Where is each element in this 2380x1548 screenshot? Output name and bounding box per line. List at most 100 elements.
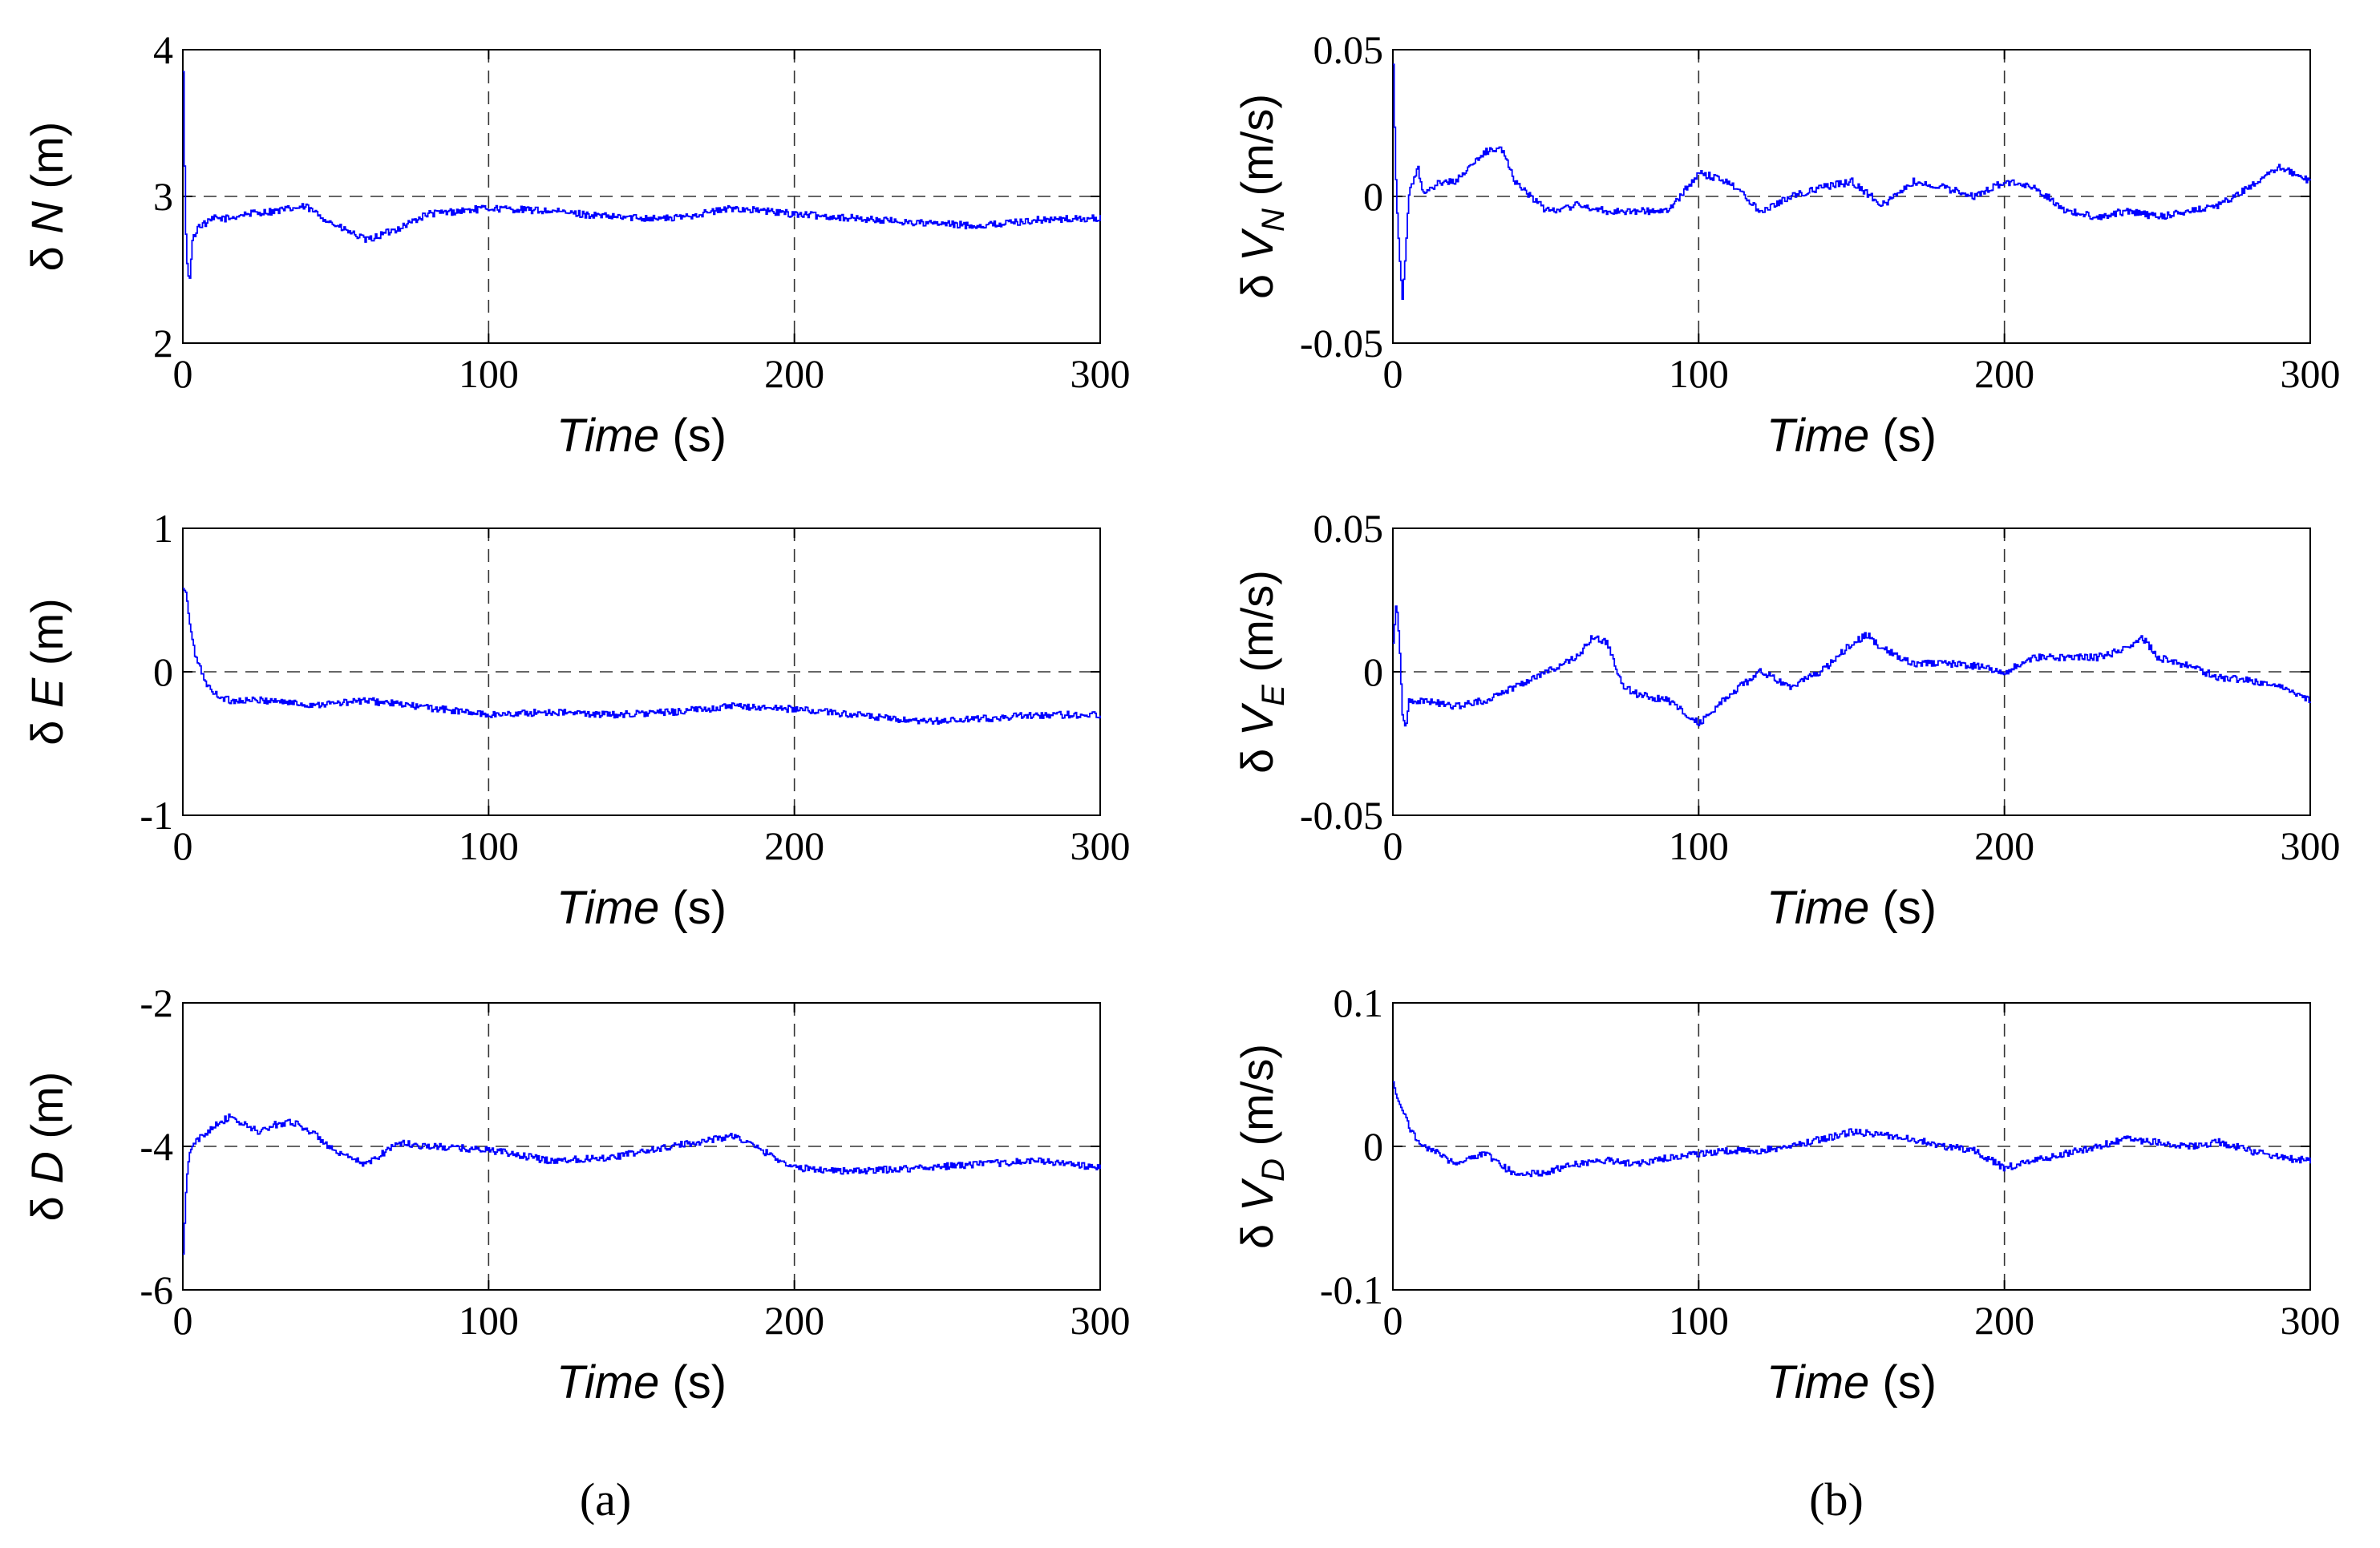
chart-3-xtick-label-3: 300 [1071,1298,1131,1343]
caption-b: (b) [1809,1473,1864,1526]
chart-2-xtick-label-3: 300 [1071,823,1131,868]
chart-2-xlabel: Time (s) [557,882,727,934]
chart-4-series-line [1393,63,2311,300]
chart-6-xlabel-italic: Time [1767,1356,1869,1409]
chart-5-ytick-label-0: -0.05 [1300,793,1383,838]
chart-2-ylabel-unit: (m) [22,598,72,678]
chart-1-xtick-label-2: 200 [764,351,824,396]
chart-4-ylabel-symbol: V [1232,228,1282,261]
chart-3-ylabel-symbol: D [22,1151,72,1183]
chart-3-ylabel-prefix: δ [22,1184,72,1222]
chart-5-xlabel-italic: Time [1767,882,1869,934]
chart-5-xtick-label-2: 200 [1974,823,2034,868]
chart-5-xlabel-unit: (s) [1869,882,1937,934]
chart-5-ytick-label-1: 0 [1363,649,1383,694]
chart-6-ylabel: δ VD (m/s) [1232,1044,1291,1249]
chart-3-ylabel: δ D (m) [22,1072,72,1222]
chart-1-xlabel-italic: Time [557,410,659,462]
chart-2-xtick-label-0: 0 [173,823,193,868]
chart-3-xtick-label-2: 200 [764,1298,824,1343]
chart-6-xtick-label-0: 0 [1383,1298,1403,1343]
chart-6-ytick-label-1: 0 [1363,1124,1383,1169]
chart-6-xlabel-unit: (s) [1869,1356,1937,1409]
chart-5-xtick-label-3: 300 [2281,823,2341,868]
chart-2-xlabel-italic: Time [557,882,659,934]
chart-2-ytick-label-0: -1 [140,793,173,838]
chart-6-ytick-label-0: -0.1 [1320,1267,1383,1312]
chart-4-ytick-label-2: 0.05 [1313,27,1384,72]
caption-a: (a) [580,1473,631,1526]
chart-1-xtick-label-0: 0 [173,351,193,396]
chart-1-ylabel: δ N (m) [22,122,72,272]
chart-2-series-line [183,588,1101,725]
chart-4-xtick-label-1: 100 [1669,351,1729,396]
chart-1-ytick-label-0: 2 [153,321,173,366]
chart-1: 0 100 200 300 2 3 4 Time (s) δ N (m) [22,27,1131,462]
chart-6-series-line [1393,1081,2311,1178]
chart-1-ylabel-symbol: N [22,201,72,234]
chart-2-ylabel: δ E (m) [22,598,72,746]
chart-4-ylabel-prefix: δ [1232,261,1282,299]
chart-3-xlabel-unit: (s) [659,1356,727,1409]
chart-1-xtick-label-1: 100 [459,351,519,396]
chart-4-xlabel: Time (s) [1767,410,1937,462]
chart-2-ytick-label-1: 0 [153,649,173,694]
chart-5-ylabel-symbol: V [1232,702,1282,736]
chart-2-xtick-label-2: 200 [764,823,824,868]
chart-5-ylabel-sub: E [1256,684,1291,706]
chart-4-ylabel-unit: (m/s) [1232,94,1282,208]
chart-2-xlabel-unit: (s) [659,882,727,934]
chart-1-ytick-label-2: 4 [153,27,173,72]
chart-6-xtick-label-1: 100 [1669,1298,1729,1343]
chart-4-ylabel: δ VN (m/s) [1232,94,1291,299]
chart-6-xlabel: Time (s) [1767,1356,1937,1409]
chart-4-xlabel-italic: Time [1767,410,1869,462]
chart-1-series-line [183,71,1101,279]
chart-3-ytick-label-2: -2 [140,980,173,1025]
chart-4-xtick-label-3: 300 [2281,351,2341,396]
chart-5-xtick-label-1: 100 [1669,823,1729,868]
chart-3-ylabel-unit: (m) [22,1072,72,1152]
chart-6-ylabel-symbol: V [1232,1178,1282,1211]
chart-6-ylabel-unit: (m/s) [1232,1044,1282,1158]
chart-3-xlabel-italic: Time [557,1356,659,1409]
chart-1-xlabel: Time (s) [557,410,727,462]
chart-3-series-line [183,1114,1101,1255]
chart-4-ytick-label-1: 0 [1363,174,1383,219]
chart-4-ylabel-sub: N [1256,208,1291,232]
chart-2-xtick-label-1: 100 [459,823,519,868]
chart-5-ylabel: δ VE (m/s) [1232,570,1291,774]
chart-5-ylabel-prefix: δ [1232,736,1282,774]
chart-6-ytick-label-2: 0.1 [1334,980,1384,1025]
chart-6-ylabel-prefix: δ [1232,1211,1282,1249]
chart-3-ytick-label-0: -6 [140,1267,173,1312]
chart-3-xtick-label-0: 0 [173,1298,193,1343]
chart-3-xtick-label-1: 100 [459,1298,519,1343]
chart-5-ytick-label-2: 0.05 [1313,506,1384,551]
chart-1-ylabel-prefix: δ [22,234,72,272]
chart-4-xlabel-unit: (s) [1869,410,1937,462]
chart-2-ylabel-prefix: δ [22,708,72,746]
chart-1-ylabel-unit: (m) [22,122,72,202]
chart-5-xtick-label-0: 0 [1383,823,1403,868]
chart-1-ytick-label-1: 3 [153,174,173,219]
chart-2-ytick-label-2: 1 [153,506,173,551]
chart-3-ytick-label-1: -4 [140,1124,173,1169]
chart-5-series-line [1393,605,2311,727]
chart-1-xtick-label-3: 300 [1071,351,1131,396]
chart-3-xlabel: Time (s) [557,1356,727,1409]
chart-1-xlabel-unit: (s) [659,410,727,462]
chart-3: 0 100 200 300 -6 -4 -2 Time (s) δ D (m) [22,980,1131,1409]
chart-2-ylabel-symbol: E [22,677,72,708]
chart-6-xtick-label-3: 300 [2281,1298,2341,1343]
chart-5-ylabel-unit: (m/s) [1232,570,1282,685]
chart-4-xtick-label-2: 200 [1974,351,2034,396]
chart-5-xlabel: Time (s) [1767,882,1937,934]
chart-6-xtick-label-2: 200 [1974,1298,2034,1343]
